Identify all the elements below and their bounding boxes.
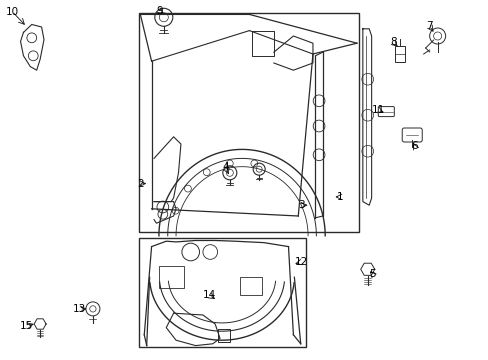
Bar — [217, 329, 229, 342]
Bar — [139, 238, 305, 347]
Bar — [159, 266, 183, 288]
Text: 5: 5 — [368, 269, 375, 279]
Text: 11: 11 — [370, 105, 384, 115]
Bar — [394, 46, 404, 62]
Text: 15: 15 — [20, 321, 34, 331]
Text: 10: 10 — [6, 6, 19, 17]
Text: 2: 2 — [137, 179, 143, 189]
Text: 14: 14 — [202, 290, 216, 300]
Text: 9: 9 — [156, 6, 163, 16]
Text: 8: 8 — [389, 37, 396, 48]
Bar — [139, 13, 359, 232]
Text: 13: 13 — [72, 304, 86, 314]
Text: 12: 12 — [294, 257, 307, 267]
Text: 6: 6 — [410, 141, 417, 151]
Text: 1: 1 — [336, 192, 343, 202]
Text: 4: 4 — [222, 162, 229, 172]
Bar — [239, 277, 261, 295]
Text: 3: 3 — [297, 200, 304, 210]
Text: 7: 7 — [425, 21, 432, 31]
